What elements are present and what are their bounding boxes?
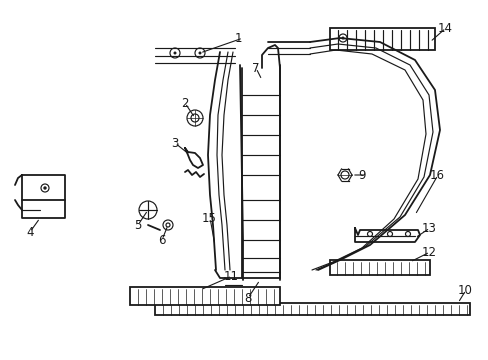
Circle shape <box>173 51 176 54</box>
Text: 1: 1 <box>235 32 242 45</box>
Text: 12: 12 <box>421 246 436 258</box>
Circle shape <box>198 51 201 54</box>
Text: 3: 3 <box>171 136 178 149</box>
Bar <box>329 28 434 50</box>
Bar <box>329 260 429 275</box>
Text: 6: 6 <box>158 234 165 247</box>
Text: 14: 14 <box>437 22 452 35</box>
Circle shape <box>341 36 344 40</box>
Bar <box>155 303 469 315</box>
Text: 7: 7 <box>252 62 259 75</box>
Text: 15: 15 <box>202 212 217 225</box>
Text: 8: 8 <box>244 292 251 305</box>
Text: 10: 10 <box>457 284 472 297</box>
Text: 9: 9 <box>357 168 365 181</box>
Text: 4: 4 <box>26 225 34 239</box>
Text: 2: 2 <box>181 96 188 109</box>
Bar <box>130 287 280 305</box>
Text: 5: 5 <box>134 219 142 231</box>
Text: 11: 11 <box>224 270 239 283</box>
Text: 16: 16 <box>429 168 444 181</box>
Circle shape <box>44 187 46 189</box>
Text: 13: 13 <box>421 221 436 234</box>
